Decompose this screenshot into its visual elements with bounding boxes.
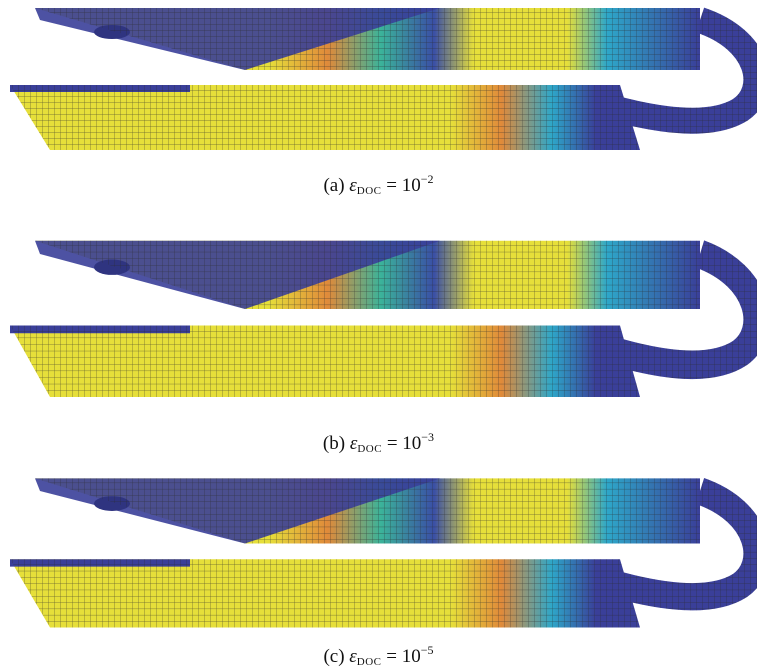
render-c: [10, 478, 756, 627]
caption-symbol: ε: [349, 646, 357, 667]
caption-subscript: DOC: [356, 185, 382, 197]
caption: (c) εDOC = 10−5: [0, 643, 757, 668]
render-b: [10, 241, 756, 397]
caption-label: (a): [323, 175, 345, 196]
caption-exponent: −5: [420, 643, 434, 657]
caption-exponent: −3: [421, 430, 435, 444]
caption-relation: = 10: [386, 175, 421, 196]
caption-symbol: ε: [349, 433, 358, 454]
caption: (a) εDOC = 10−2: [0, 172, 757, 197]
caption-subscript: DOC: [356, 656, 382, 668]
caption-label: (c): [323, 646, 345, 667]
caption: (b) εDOC = 10−3: [0, 430, 757, 455]
caption-exponent: −2: [420, 172, 434, 186]
caption-relation: = 10: [386, 433, 422, 454]
caption-subscript: DOC: [357, 443, 383, 455]
caption-relation: = 10: [386, 646, 421, 667]
caption-symbol: ε: [349, 175, 357, 196]
render-a: [10, 8, 756, 150]
caption-label: (b): [322, 433, 346, 454]
